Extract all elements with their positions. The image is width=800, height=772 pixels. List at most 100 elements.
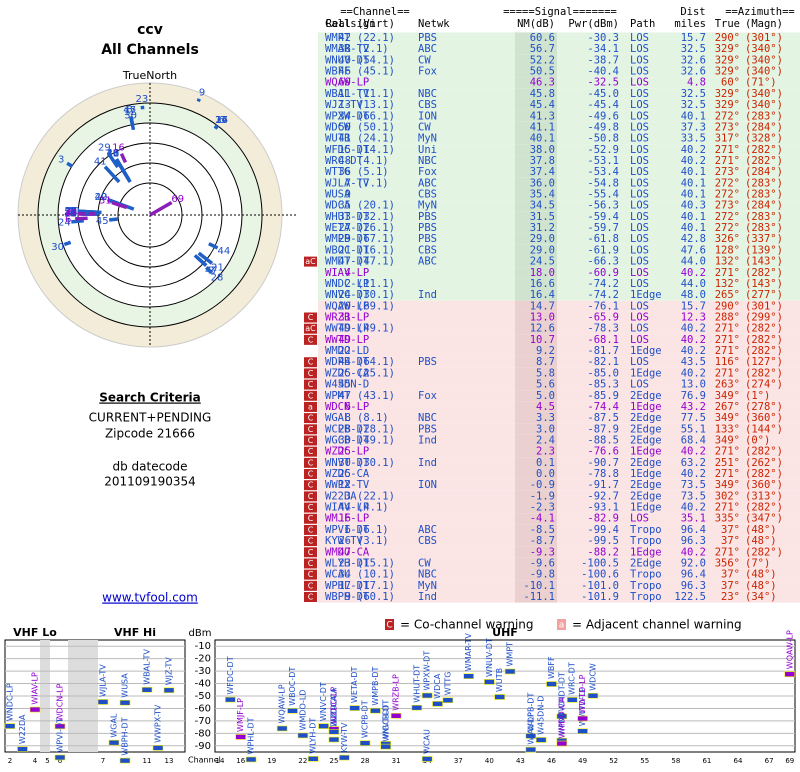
signal-bar [98,699,108,704]
signal-bar [288,708,298,713]
x-tick-label: 2 [8,757,12,765]
signal-bar [412,705,422,710]
table-cell-netwk: Ind [418,434,437,446]
signal-bar [277,726,287,731]
polar-channel: 29 [98,142,111,153]
signal-bar [422,693,432,698]
signal-bar [329,737,339,742]
site-link[interactable]: www.tvfool.com [102,591,198,605]
x-tick-label: 14 [216,757,225,765]
signal-bar [557,741,567,746]
polar-channel: 9 [199,87,205,98]
warning-icon: aC [305,257,316,266]
station-table: ==Channel=======Signal=======Dist==Azimu… [304,6,800,603]
warning-icon: C [308,559,314,568]
warning-icon: C [308,492,314,501]
signal-bar [495,694,505,699]
warning-icon: C [308,537,314,546]
criteria: CURRENT+PENDING [89,411,212,425]
signal-bar [433,701,443,706]
warning-icon: C [308,369,314,378]
signal-callsign: WDCW [588,663,597,691]
signal-bar [381,744,391,749]
polar-channel: 45 [96,216,109,227]
x-tick-label: 11 [143,757,152,765]
signal-callsign: WZDC-CA [329,687,338,727]
x-tick-label: 37 [454,757,463,765]
polar-station [64,242,70,244]
table-header: (Magn) [745,18,783,30]
table-cell-real: 9 [345,591,351,603]
signal-bar [505,669,515,674]
signal-bar [5,724,15,729]
signal-callsign: WNDC-LP [6,683,15,721]
signal-callsign: WIAV-LP [526,712,535,745]
warning-icon: C [308,436,314,445]
signal-callsign: WWPX-TV [154,704,163,743]
signal-bar [536,737,546,742]
table-cell-pwr: -101.9 [581,591,619,603]
adj-legend: = Adjacent channel warning [572,618,742,632]
table-cell-netwk: Fox [418,390,437,402]
warning-icon: C [308,581,314,590]
signal-callsign: WMJF-LP [236,698,245,732]
signal-bar [464,674,474,679]
signal-bar [567,697,577,702]
signal-callsign: WGAL [110,713,119,738]
x-tick-label: 40 [485,757,494,765]
x-tick-label: 61 [702,757,711,765]
signal-bar [422,756,432,761]
polar-channel: 30 [51,242,64,253]
warning-icon: C [308,481,314,490]
signal-bar [578,729,588,734]
signal-callsign: WBFF [547,656,556,679]
polar-plot [18,83,296,347]
signal-bar [109,740,119,745]
table-cell-path: Tropo [630,591,662,603]
signal-callsign: WHUT-DT [412,665,421,703]
warning-icon: C [308,458,314,467]
polar-station [131,119,132,125]
signal-bar [484,679,494,684]
signal-callsign: WMAR-TV [464,633,473,672]
signal-bar [153,745,163,750]
spectrum-chart: VHF Lo VHF Hi UHF dBm Channel -10-20-30-… [5,626,795,765]
signal-callsign: WMPT [506,642,515,667]
signal-bar [120,758,130,763]
signal-bar [18,747,28,752]
signal-callsign: WNVT-DT [381,704,390,742]
adj-icon: a [559,621,565,631]
table-cell-virt: (7.1) [357,177,389,189]
x-tick-label: 64 [734,757,743,765]
signal-bar [225,697,235,702]
signal-bar [785,672,795,677]
polar-channel: 17 [215,115,228,126]
signal-bar [578,716,588,721]
table-header: True [715,18,740,30]
table-header: Dist [680,6,705,18]
signal-bar [164,688,174,693]
signal-bar [308,756,318,761]
y-tick-label: -60 [195,703,211,714]
signal-bar [443,698,453,703]
table-cell-az-true: 23° [721,591,740,603]
table-header: ==Azimuth== [725,6,795,18]
table-cell-netwk: Ind [418,289,437,301]
warning-icon: C [308,335,314,344]
signal-callsign: WJZ-TV [165,657,174,686]
x-tick-label: 7 [101,757,105,765]
north-label: TrueNorth [122,69,177,82]
polar-channel: 23 [136,94,149,105]
signal-bar [391,713,401,718]
band-label: VHF Hi [114,626,156,639]
warning-legend: C = Co-channel warning a = Adjacent chan… [385,618,742,632]
polar-channel: 41 [94,157,107,168]
table-cell-miles: 122.5 [674,591,706,603]
signal-bar [350,706,360,711]
table-cell-netwk: Ind [418,591,437,603]
table-header: Real [326,18,351,30]
warning-icon: C [308,358,314,367]
signal-callsign: WQAW-LP [278,684,287,723]
warning-icon: C [308,313,314,322]
warning-icon: C [308,570,314,579]
